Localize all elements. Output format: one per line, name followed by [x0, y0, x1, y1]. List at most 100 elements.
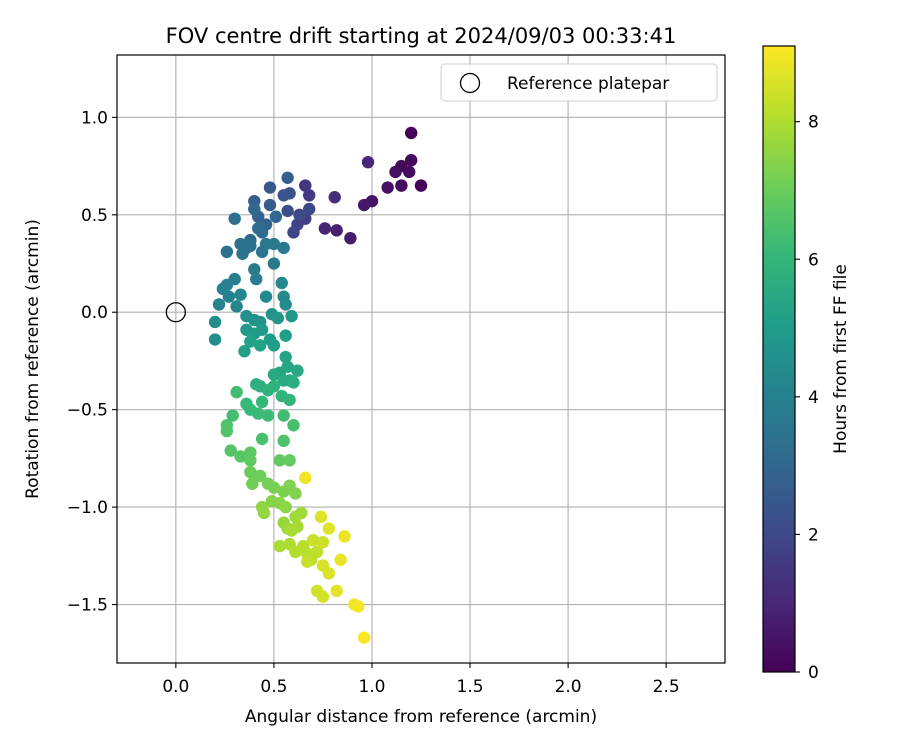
data-point — [322, 567, 336, 580]
data-point — [316, 535, 330, 549]
x-axis-ticks: 0.0 0.5 1.0 1.5 2.0 2.5 — [162, 663, 680, 697]
colorbar-gradient — [762, 45, 796, 673]
data-point — [226, 409, 239, 422]
legend-entry-label: Reference platepar — [507, 74, 669, 94]
data-point — [281, 204, 294, 218]
data-point — [257, 506, 271, 520]
data-point — [318, 222, 332, 235]
data-point — [255, 323, 269, 336]
data-point — [289, 487, 302, 500]
chart-title: FOV centre drift starting at 2024/09/03 … — [166, 24, 677, 48]
data-point — [279, 500, 292, 514]
data-point — [244, 454, 257, 467]
data-point — [299, 179, 312, 192]
data-point — [224, 444, 237, 457]
data-point — [269, 210, 283, 223]
data-point — [404, 154, 418, 167]
data-point — [212, 298, 226, 311]
colorbar-tick-label: 0 — [808, 663, 819, 683]
x-tick-label: 0.5 — [260, 677, 287, 697]
data-point — [330, 584, 343, 598]
data-point — [230, 300, 243, 313]
data-point — [344, 231, 357, 245]
data-point — [334, 553, 347, 566]
data-point — [267, 380, 281, 393]
x-axis-label: Angular distance from reference (arcmin) — [245, 707, 597, 727]
data-point — [238, 345, 251, 358]
data-point — [248, 263, 261, 276]
y-tick-label: 0.5 — [81, 206, 108, 226]
data-points — [208, 126, 428, 644]
data-point — [291, 364, 304, 377]
data-point — [208, 315, 222, 329]
data-point — [306, 534, 320, 547]
colorbar-tick-label: 8 — [808, 113, 819, 133]
data-point — [352, 600, 365, 613]
data-point — [263, 198, 277, 212]
data-point — [208, 333, 222, 346]
data-point — [381, 181, 394, 194]
data-point — [361, 155, 375, 169]
data-point — [403, 165, 416, 179]
data-point — [277, 189, 290, 202]
data-point — [220, 424, 234, 438]
x-tick-label: 0.0 — [162, 677, 189, 697]
data-point — [283, 454, 296, 467]
data-point — [246, 477, 259, 490]
data-point — [404, 126, 418, 140]
legend-box — [440, 63, 718, 102]
data-point — [267, 257, 281, 270]
data-point — [253, 339, 267, 352]
data-point — [273, 454, 286, 467]
y-axis-ticks: 1.0 0.5 0.0 −0.5 −1.0 −1.5 — [67, 108, 117, 616]
data-point — [303, 189, 316, 202]
data-point — [267, 237, 281, 251]
data-point — [316, 590, 330, 603]
x-tick-label: 1.5 — [457, 677, 484, 697]
data-point — [267, 481, 281, 494]
data-point — [301, 555, 314, 568]
data-point — [389, 165, 402, 179]
data-point — [248, 202, 261, 216]
y-tick-label: 1.0 — [81, 108, 108, 128]
data-point — [322, 522, 336, 535]
data-point — [275, 276, 288, 290]
data-point — [220, 245, 234, 259]
colorbar-tick-label: 2 — [808, 525, 819, 545]
data-point — [283, 393, 296, 407]
data-point — [244, 335, 257, 348]
data-point — [252, 407, 265, 420]
data-point — [277, 434, 290, 448]
data-point — [314, 510, 328, 524]
data-point — [234, 450, 247, 463]
data-point — [273, 539, 286, 553]
data-point — [395, 179, 408, 192]
data-point — [303, 202, 316, 216]
reference-platepar-marker — [165, 302, 186, 323]
colorbar: 0 2 4 6 8 Hours from first FF file — [762, 45, 851, 683]
data-point — [285, 524, 298, 537]
data-point — [216, 282, 230, 296]
legend-marker-open-circle — [459, 72, 481, 94]
data-point — [271, 311, 285, 325]
data-point — [293, 208, 306, 221]
data-point — [287, 419, 300, 432]
data-point — [295, 506, 308, 520]
data-point — [259, 290, 273, 303]
data-point — [328, 191, 341, 204]
data-point — [263, 181, 277, 194]
data-point — [279, 298, 292, 311]
data-point — [338, 530, 351, 543]
data-point — [287, 376, 300, 389]
data-point — [299, 471, 312, 485]
data-point — [285, 309, 298, 323]
data-point — [277, 409, 290, 422]
data-point — [357, 631, 371, 644]
data-point — [310, 545, 324, 559]
grid-lines — [117, 55, 725, 663]
y-tick-label: 0.0 — [81, 303, 108, 323]
data-point — [250, 272, 263, 286]
data-point — [277, 241, 290, 255]
x-tick-label: 2.5 — [653, 677, 680, 697]
